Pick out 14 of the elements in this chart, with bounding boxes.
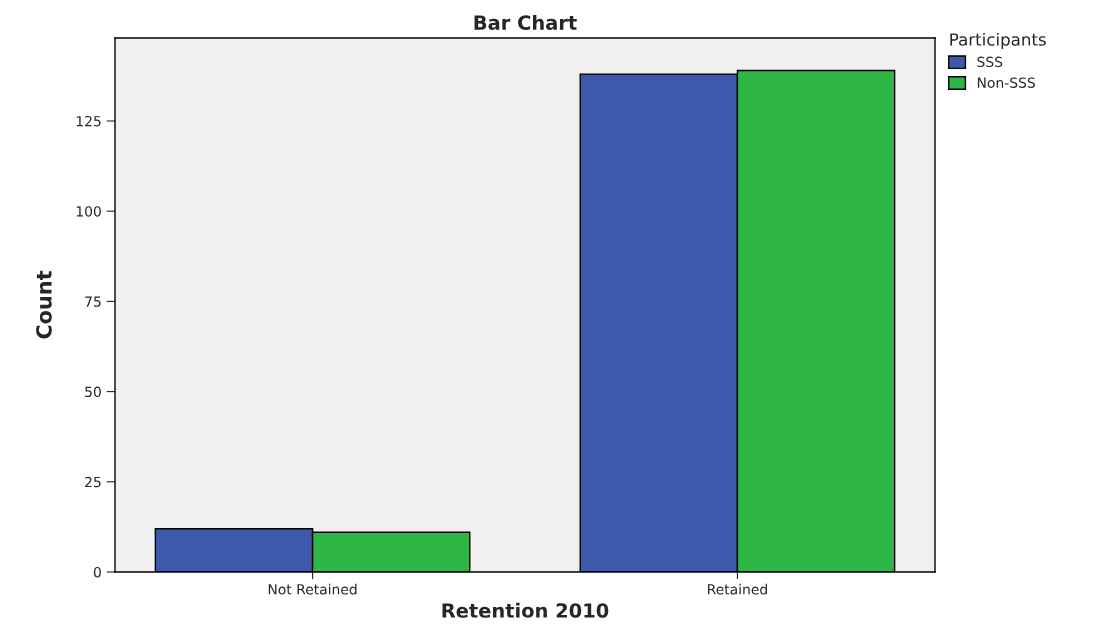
y-tick-label: 75 (85, 296, 101, 307)
chart-title: Bar Chart (474, 14, 577, 30)
y-tick-label: 100 (76, 206, 101, 217)
x-tick-label: Not Retained (268, 583, 357, 595)
y-tick-label: 0 (93, 566, 101, 578)
legend-label: SSS (977, 56, 1003, 68)
y-tick-label: 25 (85, 476, 101, 488)
y-axis-title: Count (36, 270, 52, 339)
y-tick-label: 50 (85, 386, 101, 398)
y-tick-label: 125 (76, 115, 101, 127)
legend-title: Participants (950, 32, 1046, 50)
legend-label: Non-SSS (977, 77, 1035, 88)
x-tick-label: Retained (708, 583, 767, 595)
x-axis-title: Retention 2010 (442, 602, 609, 618)
